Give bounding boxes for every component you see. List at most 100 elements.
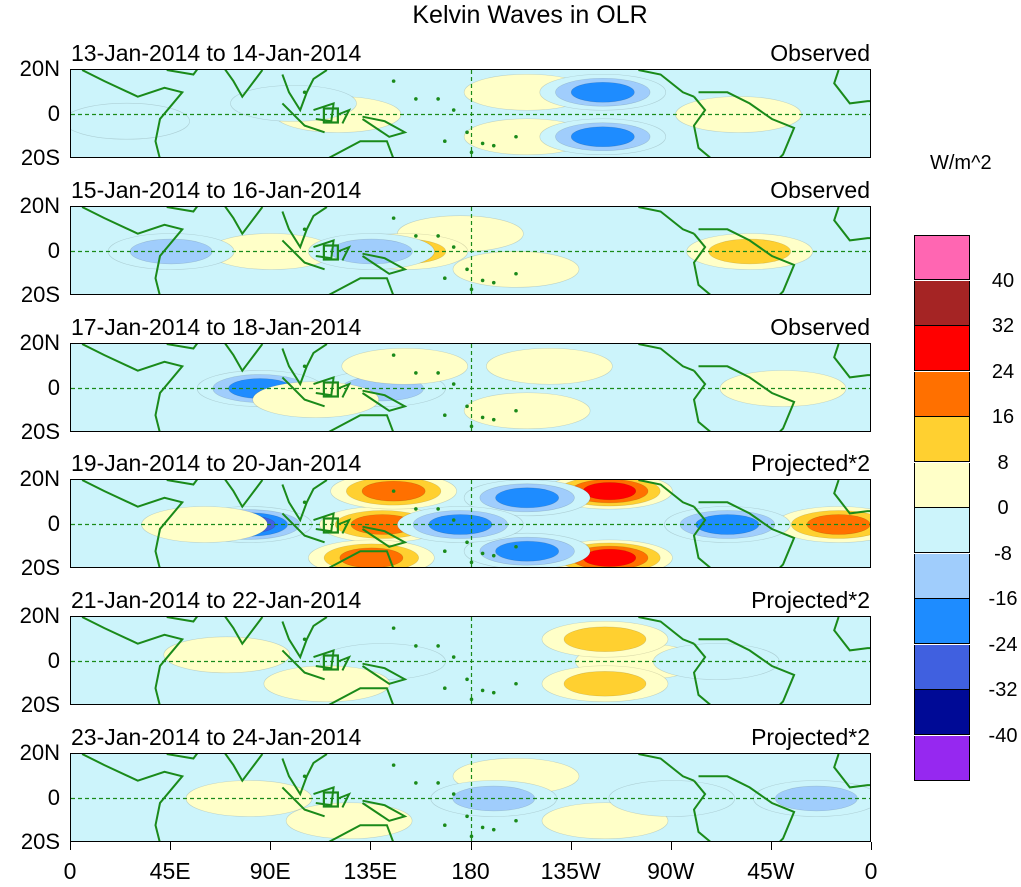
coastline (833, 207, 870, 242)
island (491, 553, 496, 558)
y-tick-label: 20N (19, 193, 60, 218)
olr-anomaly-field (71, 480, 870, 567)
panel-date-label: 23-Jan-2014 to 24-Jan-2014 (71, 724, 362, 750)
anomaly-blob (463, 392, 591, 430)
panel-date-label: 13-Jan-2014 to 14-Jan-2014 (71, 40, 362, 66)
coastline (224, 754, 264, 783)
coastline (692, 96, 711, 157)
anomaly-blob (230, 85, 357, 122)
anomaly-blob (463, 532, 591, 567)
colorbar-swatch (914, 735, 970, 781)
island (414, 371, 418, 375)
x-tick-mark (370, 842, 372, 850)
coastline (166, 617, 198, 623)
coastline (361, 799, 408, 822)
coastline (281, 239, 325, 271)
coastline (833, 70, 870, 105)
panel-status-label: Observed (770, 314, 870, 340)
island (443, 686, 447, 690)
anomaly-contour (285, 802, 413, 840)
colorbar-level-label: 24 (991, 360, 1015, 383)
anomaly-blob (71, 102, 190, 140)
coastline (328, 550, 394, 567)
olr-map-panel (70, 69, 871, 158)
coastline (692, 506, 711, 567)
island (302, 774, 307, 779)
colorbar-level-label: -16 (988, 588, 1018, 610)
x-tick-mark (670, 842, 672, 850)
x-tick-label: 45E (149, 858, 191, 884)
y-tick-label: 0 (47, 510, 60, 536)
anomaly-blob (608, 780, 736, 817)
island (391, 763, 396, 767)
anomaly-blob (539, 73, 667, 111)
colorbar-swatch (914, 280, 970, 326)
coastline (337, 108, 352, 124)
olr-anomaly-field (71, 617, 870, 704)
anomaly-contour (463, 392, 591, 430)
anomaly-contour (563, 626, 647, 652)
island (469, 697, 474, 702)
coastline (698, 775, 796, 841)
olr-map-panel (70, 206, 871, 295)
coastline (81, 754, 185, 841)
coastline (638, 617, 695, 645)
coastline (692, 643, 711, 704)
island (302, 90, 307, 95)
panel-date-label: 17-Jan-2014 to 18-Jan-2014 (71, 314, 362, 340)
coastline (328, 140, 394, 157)
island (465, 404, 469, 409)
island (451, 382, 456, 386)
coastline (81, 70, 185, 157)
olr-anomaly-field (71, 344, 870, 431)
island (443, 139, 447, 143)
island (491, 143, 496, 148)
anomaly-blob (285, 802, 413, 840)
island (443, 549, 447, 553)
coastline (166, 70, 198, 76)
x-tick-label: 180 (451, 858, 490, 884)
anomaly-blob (397, 506, 524, 543)
island (465, 677, 469, 682)
coastline (224, 207, 264, 236)
x-tick-mark (770, 842, 772, 850)
coastline (698, 638, 796, 704)
x-tick-label: 135E (343, 858, 398, 884)
colorbar-level-label: -40 (988, 724, 1018, 747)
coastline (698, 228, 796, 294)
coastline (166, 480, 198, 486)
y-tick-label: 20N (19, 466, 60, 491)
island (480, 278, 485, 283)
anomaly-contour (163, 636, 291, 674)
y-tick-label: 0 (47, 374, 60, 400)
island (491, 280, 496, 285)
coastline (361, 252, 408, 275)
colorbar-level-label: -24 (988, 633, 1018, 656)
coastline (224, 344, 264, 373)
colorbar-swatch (914, 553, 970, 599)
anomaly-blob (463, 480, 591, 517)
island (302, 227, 307, 232)
colorbar-swatch (914, 462, 970, 508)
reference-box-marker (322, 654, 339, 671)
coastline (81, 344, 185, 431)
island (491, 417, 496, 422)
colorbar-units: W/m^2 (930, 152, 992, 174)
x-tick-label: 135W (540, 858, 601, 884)
colorbar-swatch (914, 235, 970, 280)
coastline (328, 824, 394, 841)
coastline (281, 70, 328, 113)
island (514, 681, 518, 686)
olr-map-panel (70, 753, 871, 842)
coastline (337, 245, 352, 261)
island (391, 626, 396, 630)
island (480, 825, 485, 830)
coastline (638, 344, 695, 372)
y-tick-label: 20S (20, 145, 60, 170)
x-tick-mark (70, 842, 71, 850)
coastline (281, 480, 328, 523)
anomaly-contour (582, 482, 637, 501)
island (391, 353, 396, 357)
coastline (833, 480, 870, 515)
x-tick-mark (470, 842, 472, 850)
